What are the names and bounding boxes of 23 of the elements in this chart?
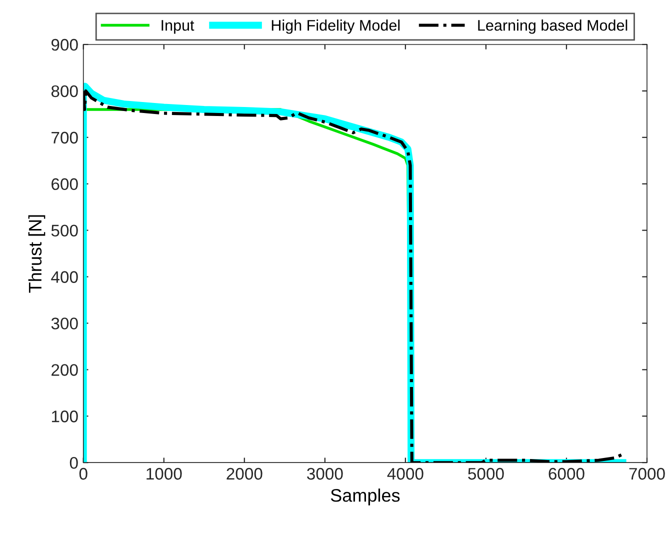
x-tick-label: 6000 xyxy=(548,468,584,480)
y-tick-label: 600 xyxy=(52,178,78,190)
y-tick-label: 200 xyxy=(52,364,78,376)
y-tick-label: 500 xyxy=(51,224,78,237)
x-tick-label: 1000 xyxy=(146,468,182,480)
y-tick-label: 400 xyxy=(51,271,78,283)
y-tick-label: 0 xyxy=(70,456,78,469)
x-tick-label: 5000 xyxy=(468,468,504,480)
y-tick-label: 100 xyxy=(52,410,78,422)
y-tick-label: 700 xyxy=(52,132,78,144)
x-tick-label: 4000 xyxy=(387,468,424,480)
x-axis-title: Samples xyxy=(330,488,400,506)
legend-label: High Fidelity Model xyxy=(272,20,400,34)
y-axis-title: Thrust [N] xyxy=(28,215,46,293)
x-tick-label: 2000 xyxy=(226,468,262,480)
y-tick-label: 300 xyxy=(51,318,78,330)
x-tick-label: 0 xyxy=(79,468,88,480)
legend-label: Learning based Model xyxy=(478,20,628,34)
y-tick-label: 800 xyxy=(51,85,78,98)
x-tick-label: 7000 xyxy=(629,468,665,480)
y-tick-label: 900 xyxy=(51,38,78,51)
x-tick-label: 3000 xyxy=(307,468,343,480)
legend-label: Input xyxy=(162,20,194,34)
